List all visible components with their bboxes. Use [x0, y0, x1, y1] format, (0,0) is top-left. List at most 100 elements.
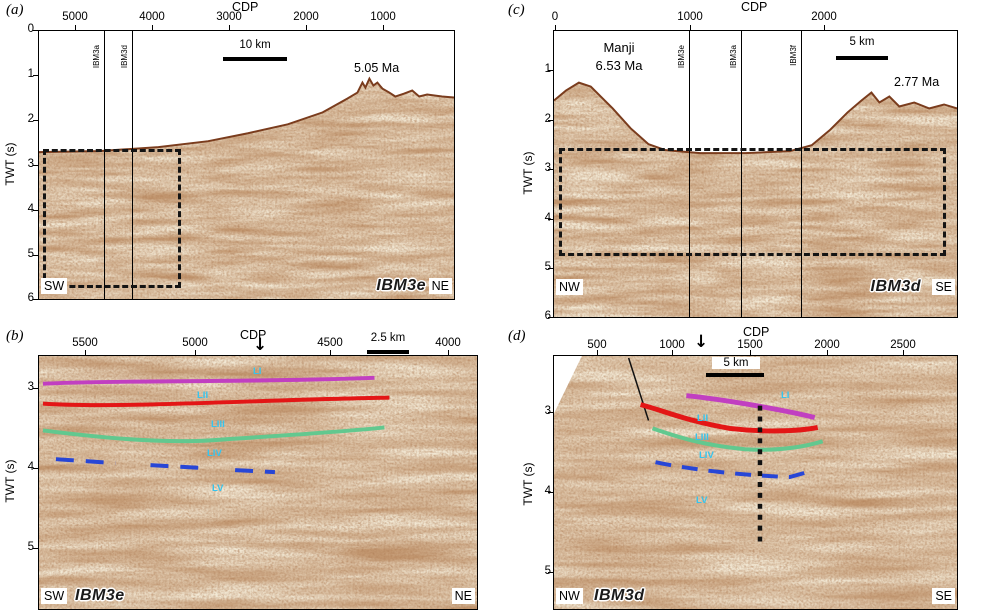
x-tick-label: 3000 [216, 11, 242, 23]
x-tick-label: 1000 [677, 11, 703, 23]
panel-b: (b) CDP ↓ 5500 5000 4500 4000 2.5 km 3 4… [0, 325, 505, 614]
x-axis-title: CDP [743, 325, 770, 339]
scale-bar [706, 373, 764, 377]
axis-tick [548, 317, 553, 318]
seismic-section-a: IBM3a IBM3d 10 km 5.05 Ma SW IBM3e NE [38, 30, 455, 300]
scale-bar-label: 10 km [239, 39, 271, 51]
profile-crossing-line [741, 31, 742, 317]
panel-tag: (a) [6, 2, 24, 18]
axis-tick [827, 350, 828, 355]
horizon-label: LI [781, 390, 790, 401]
seismic-image [39, 31, 454, 299]
axis-tick [597, 350, 598, 355]
y-tick-label: 1 [544, 63, 551, 75]
profile-crossing-label: IBM3d [120, 45, 129, 69]
profile-name-label: IBM3d [870, 278, 921, 295]
y-tick-label: 4 [544, 212, 551, 224]
seismic-section-c: Manji 6.53 Ma IBM3e IBM3a IBM3f 5 km 2.7… [553, 30, 958, 318]
intersection-down-arrow-icon: ↓ [694, 332, 709, 352]
axis-tick [824, 25, 825, 30]
profile-name-label: IBM3e [376, 277, 426, 294]
horizon-label: LIV [699, 450, 714, 461]
horizon-label: LI [253, 366, 262, 377]
age-label: 5.05 Ma [354, 61, 400, 75]
profile-crossing-line [801, 31, 802, 317]
horizon-label: LII [697, 413, 709, 424]
profile-crossing-line [689, 31, 690, 317]
horizon-LI-line [686, 393, 816, 420]
profile-name-label: IBM3d [594, 587, 645, 604]
axis-tick [75, 25, 76, 30]
axis-tick [33, 165, 38, 166]
seismic-image [554, 356, 957, 609]
axis-tick [33, 120, 38, 121]
age-label: 2.77 Ma [894, 75, 940, 89]
y-tick-label: 3 [27, 381, 34, 393]
horizon-label: LV [696, 495, 708, 506]
y-tick-label: 5 [27, 541, 34, 553]
x-tick-label: 1000 [659, 339, 685, 351]
orientation-label-left: NW [556, 588, 583, 604]
intersection-down-arrow-icon: ↓ [253, 335, 268, 355]
seismic-image [554, 31, 957, 317]
water-column-mask [554, 31, 957, 154]
seafloor-line [39, 76, 454, 154]
seismic-image [39, 356, 477, 609]
axis-tick [548, 412, 553, 413]
profile-crossing-label: IBM3a [92, 45, 101, 69]
panel-tag: (c) [508, 2, 525, 18]
y-axis-title: TWT (s) [521, 151, 535, 195]
axis-tick [903, 350, 904, 355]
y-tick-label: 5 [27, 248, 34, 260]
axis-tick [33, 30, 38, 31]
x-tick-label: 500 [587, 339, 607, 351]
x-tick-label: 4000 [139, 11, 165, 23]
x-tick-label: 2000 [814, 339, 840, 351]
y-tick-label: 2 [544, 113, 551, 125]
x-tick-label: 2500 [890, 339, 916, 351]
axis-tick [672, 350, 673, 355]
axis-tick [152, 25, 153, 30]
y-tick-label: 5 [544, 565, 551, 577]
axis-tick [548, 219, 553, 220]
horizon-label: LIII [695, 432, 709, 443]
profile-crossing-label: IBM3e [677, 45, 686, 69]
orientation-label-right: NE [451, 588, 475, 604]
horizon-LI-line [42, 375, 375, 386]
orientation-label-left: SW [41, 278, 68, 294]
orientation-label-left: NW [556, 279, 583, 295]
y-tick-label: 0 [27, 23, 34, 35]
orientation-label-right: NE [428, 278, 452, 294]
x-tick-label: 5500 [72, 337, 98, 349]
scale-bar [367, 350, 409, 354]
profile-crossing-line [132, 31, 133, 299]
axis-tick [548, 120, 553, 121]
panel-tag: (b) [6, 328, 24, 344]
horizon-LIII-line [42, 425, 385, 444]
x-tick-label: 4000 [435, 337, 461, 349]
axis-tick [548, 572, 553, 573]
zoom-extent-box [43, 149, 181, 288]
x-tick-label: 5000 [182, 337, 208, 349]
x-tick-label: 2000 [293, 11, 319, 23]
scale-bar-label: 5 km [849, 36, 875, 48]
axis-tick [33, 210, 38, 211]
axis-tick [330, 350, 331, 355]
horizon-LII-line [639, 402, 819, 434]
seismic-section-d: 5 km LI LII LIII LIV LV NW IBM3d SE [553, 355, 958, 610]
manji-age-label: Manji 6.53 Ma [584, 39, 654, 74]
axis-tick [85, 350, 86, 355]
zoom-extent-box [559, 148, 946, 256]
panel-d: (d) CDP ↓ 500 1000 1500 2000 2500 3 4 5 … [505, 325, 1000, 614]
x-tick-label: 1000 [370, 11, 396, 23]
axis-tick [33, 255, 38, 256]
y-tick-label: 6 [27, 292, 34, 304]
x-tick-label: 2000 [811, 11, 837, 23]
profile-crossing-label: IBM3f [789, 45, 798, 66]
y-tick-label: 4 [544, 485, 551, 497]
x-axis-title: CDP [232, 0, 259, 14]
axis-tick [690, 25, 691, 30]
horizon-label: LV [212, 483, 224, 494]
y-tick-label: 6 [544, 310, 551, 322]
horizon-LIII-line [651, 426, 824, 452]
